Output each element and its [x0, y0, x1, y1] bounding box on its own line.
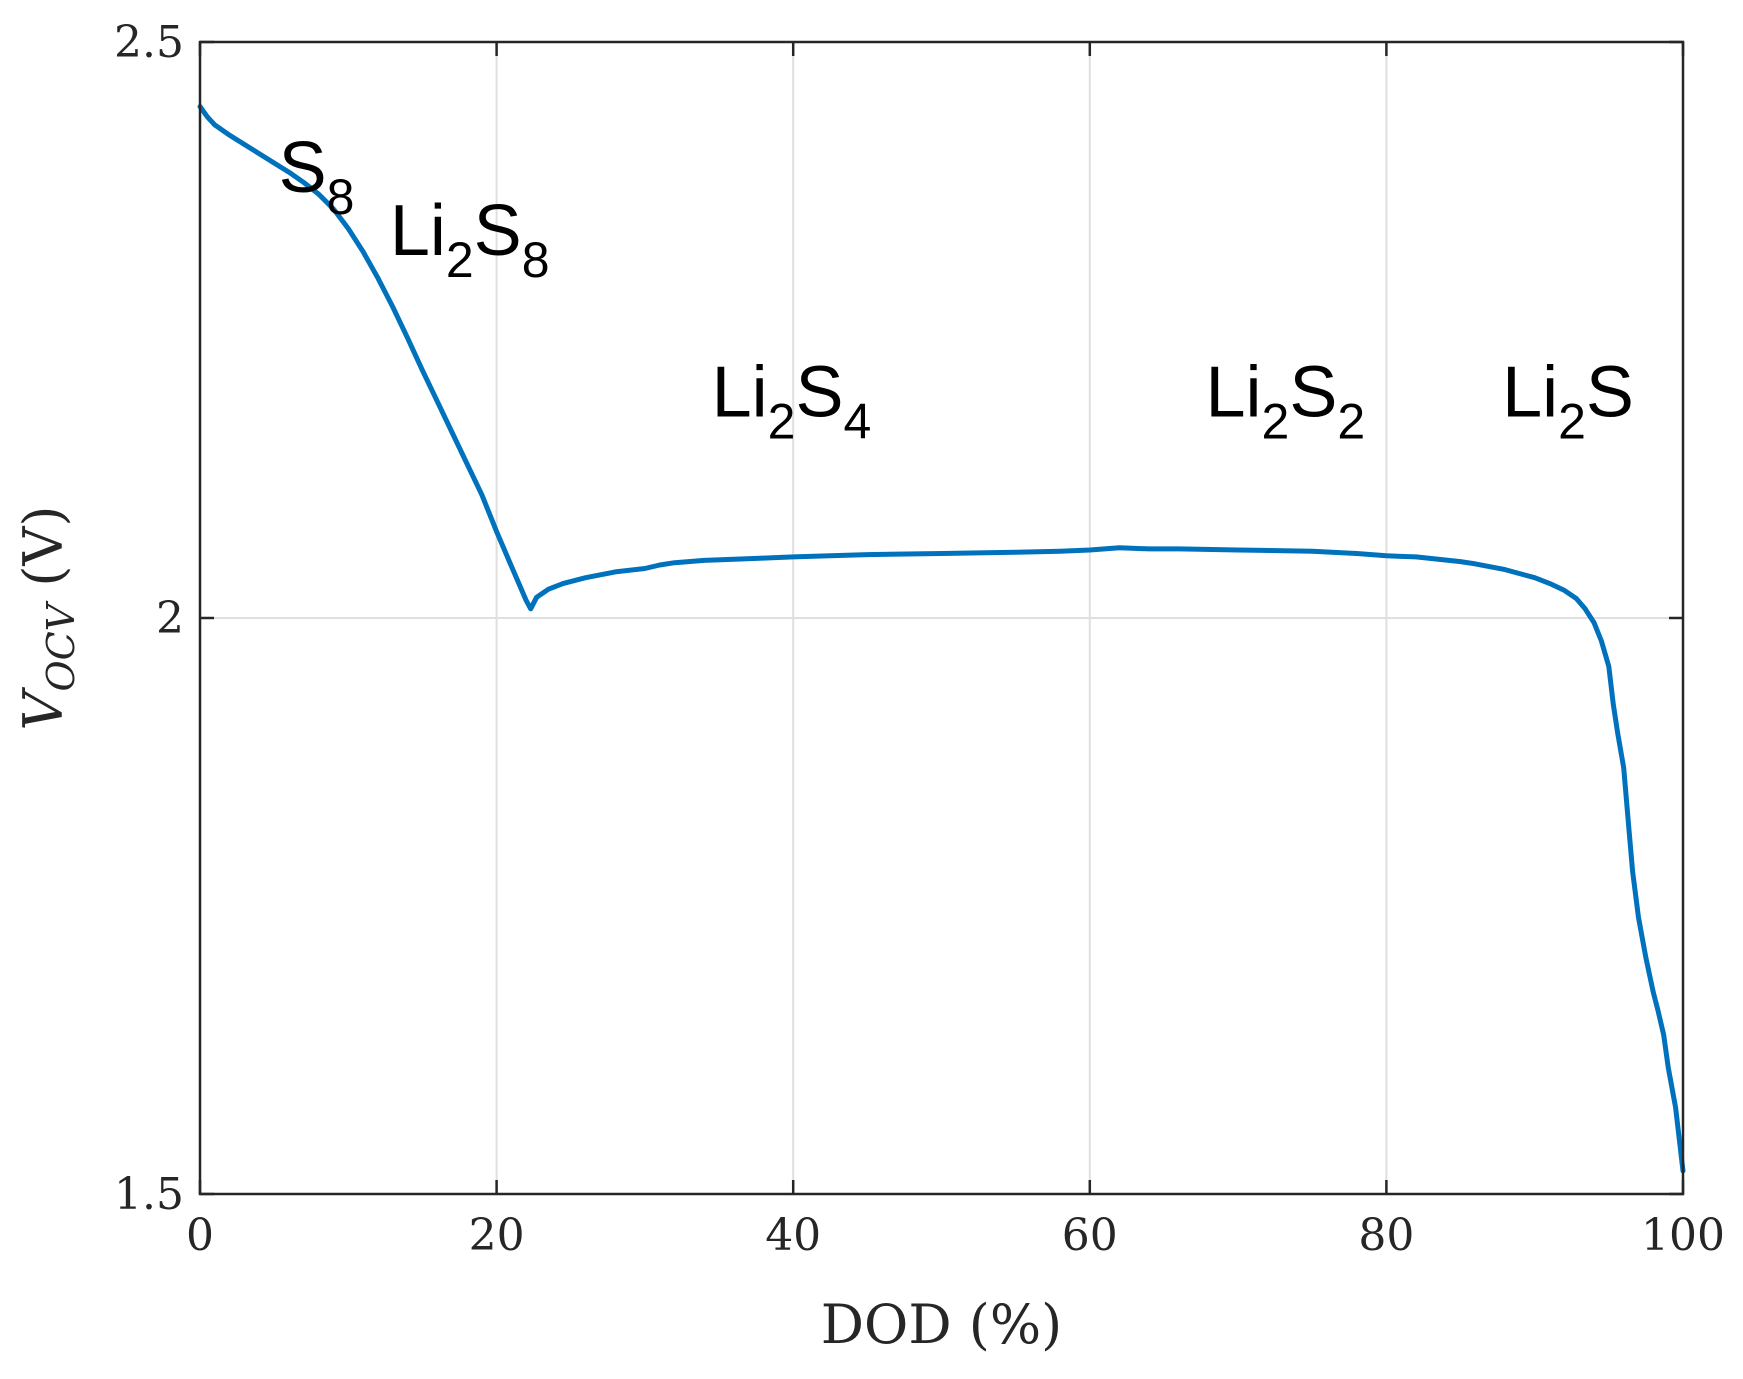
x-tick-label: 60 — [1062, 1210, 1118, 1261]
x-tick-label: 40 — [765, 1210, 821, 1261]
ticks: 0 20 40 60 80 100 1.5 2 2.5 — [114, 17, 1725, 1261]
species-label-li2s8: Li2S8 — [390, 191, 550, 288]
y-tick-label: 2 — [156, 593, 184, 644]
plot-area — [197, 104, 1686, 1174]
species-annotations: S8 Li2S8 Li2S4 Li2S2 Li2S — [279, 128, 1634, 450]
x-tick-label: 20 — [469, 1210, 525, 1261]
species-label-s8: S8 — [279, 128, 355, 225]
x-tick-label: 100 — [1641, 1210, 1725, 1261]
x-tick-label: 80 — [1358, 1210, 1414, 1261]
x-tick-label: 0 — [186, 1210, 214, 1261]
x-axis-label: DOD (%) — [821, 1293, 1062, 1356]
y-tick-label: 2.5 — [114, 17, 184, 68]
y-axis-label: VOCV (V) — [12, 506, 83, 731]
y-tick-label: 1.5 — [114, 1169, 184, 1220]
species-label-li2s: Li2S — [1502, 352, 1634, 449]
species-label-li2s4: Li2S4 — [712, 352, 872, 449]
species-label-li2s2: Li2S2 — [1205, 352, 1365, 449]
ocv-curve — [197, 104, 1686, 1174]
